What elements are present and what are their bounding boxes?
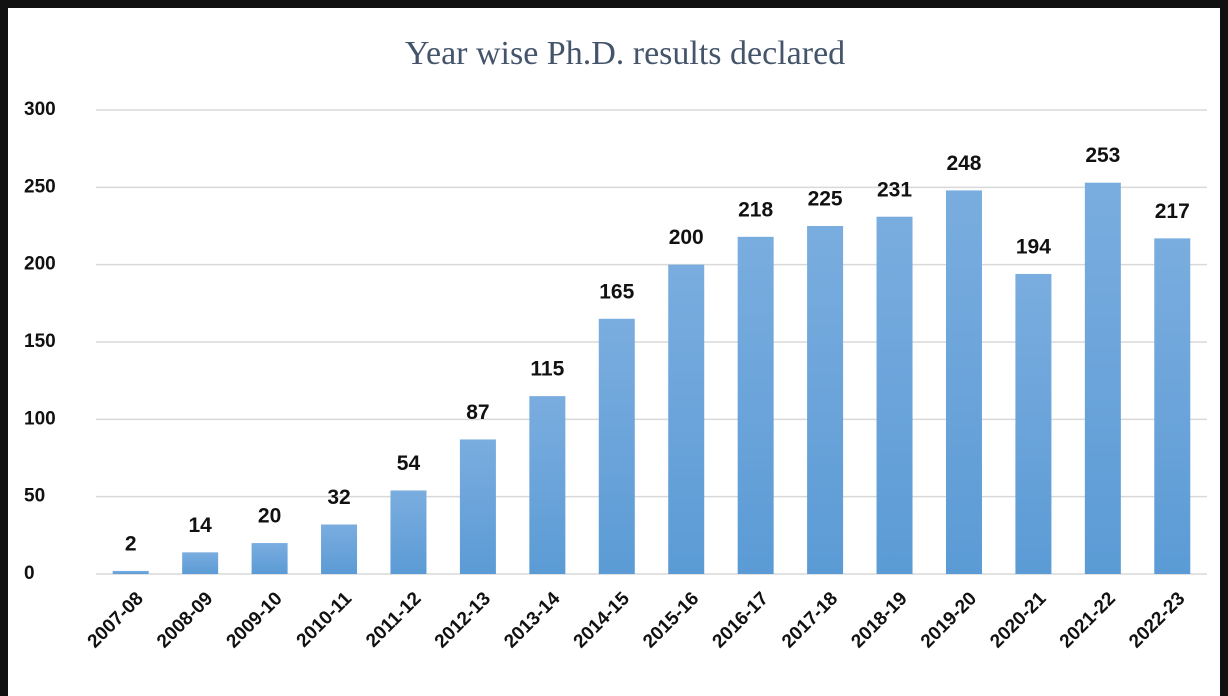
x-tick-label: 2007-08 bbox=[84, 588, 148, 652]
x-tick-label: 2011-12 bbox=[362, 588, 425, 651]
x-tick-label: 2010-11 bbox=[293, 588, 357, 652]
y-tick-label: 300 bbox=[24, 99, 56, 120]
x-tick-label: 2019-20 bbox=[917, 588, 981, 652]
chart-title: Year wise Ph.D. results declared bbox=[405, 35, 845, 72]
x-tick-label: 2017-18 bbox=[778, 588, 842, 652]
bar bbox=[1154, 238, 1191, 574]
x-tick-label: 2015-16 bbox=[639, 588, 703, 652]
y-tick-label: 0 bbox=[24, 563, 35, 584]
bar bbox=[251, 543, 288, 574]
bar bbox=[1015, 273, 1052, 574]
bar bbox=[668, 264, 705, 574]
y-tick-label: 50 bbox=[24, 486, 45, 507]
bar bbox=[737, 236, 774, 574]
data-label: 87 bbox=[466, 401, 489, 424]
x-tick-label: 2022-23 bbox=[1125, 588, 1189, 652]
data-label: 217 bbox=[1155, 200, 1190, 223]
bar bbox=[945, 190, 982, 574]
data-label: 54 bbox=[397, 452, 421, 475]
y-tick-label: 100 bbox=[24, 408, 56, 429]
data-label: 200 bbox=[669, 226, 704, 249]
x-tick-label: 2016-17 bbox=[709, 588, 773, 652]
data-label: 225 bbox=[808, 188, 843, 211]
data-label: 20 bbox=[258, 505, 281, 528]
x-tick-label: 2012-13 bbox=[431, 588, 495, 652]
data-label: 165 bbox=[599, 280, 634, 303]
data-label: 218 bbox=[738, 198, 773, 221]
x-tick-label: 2009-10 bbox=[223, 588, 287, 652]
y-tick-label: 150 bbox=[24, 331, 56, 352]
bar bbox=[459, 439, 496, 574]
bar bbox=[529, 396, 566, 574]
data-label: 32 bbox=[327, 486, 350, 509]
x-tick-label: 2013-14 bbox=[500, 588, 564, 652]
data-label: 2 bbox=[125, 532, 137, 555]
bar bbox=[321, 524, 358, 574]
data-label: 194 bbox=[1016, 235, 1051, 258]
bar bbox=[598, 318, 635, 574]
x-tick-label: 2014-15 bbox=[570, 588, 634, 652]
bar bbox=[1084, 182, 1121, 574]
x-tick-label: 2020-21 bbox=[986, 588, 1050, 652]
data-label: 253 bbox=[1085, 144, 1120, 167]
bar bbox=[112, 570, 149, 574]
data-label: 14 bbox=[188, 514, 212, 537]
x-tick-label: 2018-19 bbox=[847, 588, 911, 652]
bar bbox=[390, 490, 427, 574]
data-label: 248 bbox=[946, 152, 981, 175]
y-tick-label: 250 bbox=[24, 176, 56, 197]
data-label: 115 bbox=[530, 358, 564, 381]
data-label: 231 bbox=[877, 178, 912, 201]
y-tick-label: 200 bbox=[24, 254, 56, 275]
x-tick-label: 2021-22 bbox=[1056, 588, 1120, 652]
x-tick-label: 2008-09 bbox=[153, 588, 217, 652]
bar bbox=[807, 226, 844, 574]
bar bbox=[182, 552, 219, 574]
bar bbox=[876, 216, 913, 574]
